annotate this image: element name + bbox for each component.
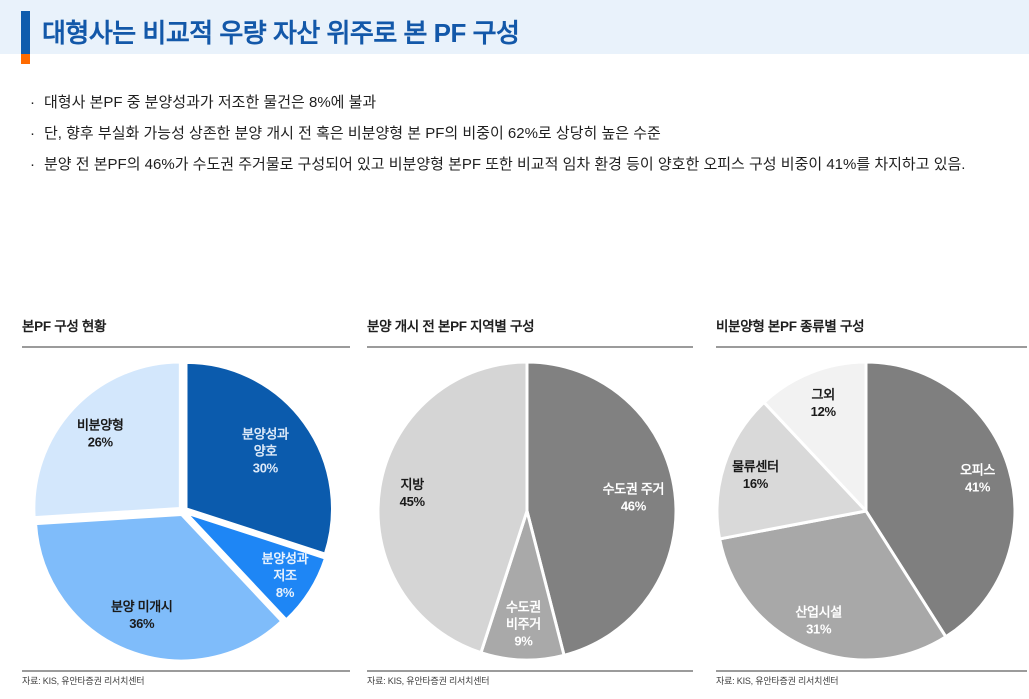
pie-slice xyxy=(184,361,334,556)
pie-slice xyxy=(716,400,868,541)
chart-source: 자료: KIS, 유안타증권 리서치센터 xyxy=(716,676,839,686)
pie-slice-label: 비분양형 26% xyxy=(77,417,124,449)
chart-source: 자료: KIS, 유안타증권 리서치센터 xyxy=(22,676,145,686)
pie-slice-label: 물류센터 16% xyxy=(732,459,779,491)
pie-slice xyxy=(34,513,283,662)
chart-panel-pf-composition: 본PF 구성 현황 분양성과 양호 30% 분양성과 저조 8% 분양 미개시 36% 비분양형… xyxy=(22,318,350,687)
bullet-item: · 단, 향후 부실화 가능성 상존한 분양 개시 전 혹은 비분양형 본 PF… xyxy=(30,123,978,145)
bullet-item: · 분양 전 본PF의 46%가 수도권 주거물로 구성되어 있고 비분양형 본… xyxy=(30,154,978,176)
pie-chart-type-composition: 오피스 41% 산업시설 31% 물류센터 16% 그외 12% xyxy=(716,360,1017,662)
pie-slice xyxy=(479,509,566,662)
chart-title: 분양 개시 전 본PF 지역별 구성 xyxy=(367,319,535,334)
chart-panel-type-composition: 비분양형 본PF 종류별 구성 오피스 41% 산업시설 31% 물류센터 16% 그외 12… xyxy=(716,318,1027,687)
chart-title: 본PF 구성 현황 xyxy=(22,319,107,334)
chart-panel-region-composition: 분양 개시 전 본PF 지역별 구성 수도권 주거 46% 수도권 비주거 9% 지방 45… xyxy=(367,318,693,687)
chart-title: 비분양형 본PF 종류별 구성 xyxy=(716,319,865,334)
divider xyxy=(367,346,693,348)
bullet-text: 대형사 본PF 중 분양성과가 저조한 물건은 8%에 불과 xyxy=(44,94,377,111)
pie-slice xyxy=(762,360,868,513)
pie-slice-label: 수도권 주거 46% xyxy=(603,482,665,514)
pie-slice-label: 분양성과 저조 8% xyxy=(262,551,309,600)
divider xyxy=(367,670,693,672)
header-band xyxy=(0,0,1029,54)
title-accent-square xyxy=(21,54,30,64)
pie-slice-label: 지방 45% xyxy=(400,477,426,509)
summary-bullet-list: · 대형사 본PF 중 분양성과가 저조한 물건은 8%에 불과 · 단, 향후… xyxy=(30,92,978,185)
pie-slice-label: 산업시설 31% xyxy=(795,604,842,636)
pie-slice-label: 오피스 41% xyxy=(960,463,995,495)
bullet-text: 분양 전 본PF의 46%가 수도권 주거물로 구성되어 있고 비분양형 본PF… xyxy=(44,156,966,173)
bullet-dot: · xyxy=(30,125,35,142)
bullet-text: 단, 향후 부실화 가능성 상존한 분양 개시 전 혹은 비분양형 본 PF의 … xyxy=(44,125,661,142)
divider xyxy=(22,670,350,672)
pie-slice xyxy=(525,360,678,657)
divider xyxy=(716,670,1027,672)
pie-chart-region-composition: 수도권 주거 46% 수도권 비주거 9% 지방 45% xyxy=(376,360,678,662)
chart-source: 자료: KIS, 유안타증권 리서치센터 xyxy=(367,676,490,686)
pie-slice xyxy=(376,360,529,655)
bullet-dot: · xyxy=(30,94,35,111)
title-accent-bar xyxy=(21,11,30,54)
pie-slice-label: 분양 미개시 36% xyxy=(111,599,173,631)
divider xyxy=(22,346,350,348)
page-title: 대형사는 비교적 우량 자산 위주로 본 PF 구성 xyxy=(42,18,520,48)
pie-slice-label: 분양성과 양호 30% xyxy=(242,427,289,476)
divider xyxy=(716,346,1027,348)
pie-chart-pf-composition: 분양성과 양호 30% 분양성과 저조 8% 분양 미개시 36% 비분양형 26% xyxy=(32,361,334,662)
pie-slice xyxy=(32,361,182,519)
pie-slice-label: 수도권 비주거 9% xyxy=(506,600,541,649)
bullet-item: · 대형사 본PF 중 분양성과가 저조한 물건은 8%에 불과 xyxy=(30,92,978,114)
pie-slice-label: 그외 12% xyxy=(811,387,837,419)
bullet-dot: · xyxy=(30,156,35,173)
pie-slice xyxy=(718,509,948,662)
pie-slice xyxy=(185,511,327,621)
